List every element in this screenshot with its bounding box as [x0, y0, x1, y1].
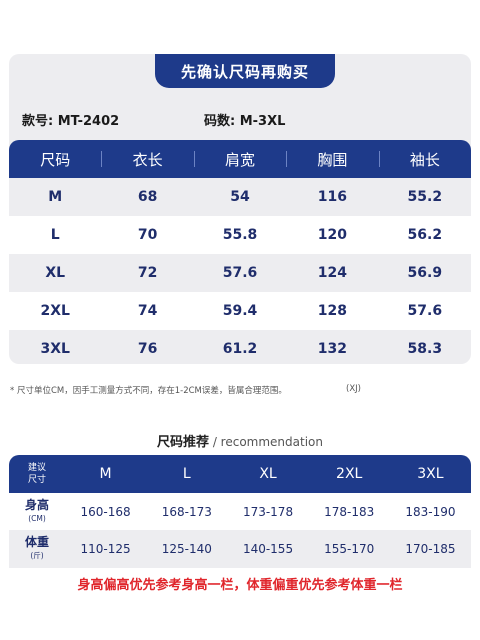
- header-size: 尺码: [40, 150, 71, 169]
- header-chest: 胸围: [286, 149, 378, 170]
- weight-value: 110-125: [80, 542, 131, 556]
- table-cell: 57.6: [222, 265, 258, 281]
- table-cell: 56.2: [407, 227, 443, 243]
- table-cell: 56.9: [407, 265, 443, 281]
- table-cell: 116: [317, 189, 348, 205]
- rec-size-m: M: [99, 466, 112, 482]
- table-row: M 68 54 116 55.2: [9, 178, 471, 216]
- measurement-note: * 尺寸单位CM，因手工测量方式不同，存在1-2CM误差，皆属合理范围。 (XJ…: [10, 384, 470, 396]
- table-cell: 70: [137, 227, 158, 243]
- rec-size-xl: XL: [259, 466, 277, 482]
- size-range: 码数: M-3XL: [204, 114, 286, 129]
- table-cell: 59.4: [222, 303, 258, 319]
- weight-row: 体重 (斤) 110-125 125-140 140-155 155-170 1…: [9, 530, 471, 568]
- table-cell: L: [50, 227, 60, 243]
- weight-label: 体重 (斤): [9, 536, 65, 562]
- table-cell: 55.8: [222, 227, 258, 243]
- recommendation-title-en: / recommendation: [209, 435, 323, 449]
- weight-value: 155-170: [324, 542, 375, 556]
- table-cell: 76: [137, 341, 158, 357]
- table-cell: 128: [317, 303, 348, 319]
- table-row: XL 72 57.6 124 56.9: [9, 254, 471, 292]
- weight-value: 170-185: [405, 542, 456, 556]
- height-label: 身高 (CM): [9, 499, 65, 525]
- table-cell: XL: [45, 265, 66, 281]
- confirm-size-banner: 先确认尺码再购买: [155, 54, 335, 88]
- rec-size-l: L: [182, 466, 191, 482]
- weight-label-text: 体重: [24, 535, 49, 549]
- table-row: L 70 55.8 120 56.2: [9, 216, 471, 254]
- table-cell: 74: [137, 303, 158, 319]
- header-sleeve: 袖长: [378, 149, 471, 170]
- recommendation-title: 尺码推荐 / recommendation: [0, 431, 480, 450]
- suggested-label-line1: 建议: [27, 463, 46, 473]
- note-tag: (XJ): [346, 384, 361, 394]
- header-length: 衣长: [101, 149, 193, 170]
- size-table-header: 尺码 衣长 肩宽 胸围 袖长: [9, 140, 471, 178]
- weight-value: 140-155: [242, 542, 294, 556]
- table-cell: 55.2: [407, 189, 443, 205]
- table-cell: 58.3: [407, 341, 443, 357]
- table-cell: 61.2: [222, 341, 258, 357]
- table-cell: 124: [317, 265, 348, 281]
- footer-advice: 身高偏高优先参考身高一栏，体重偏重优先参考体重一栏: [0, 574, 480, 593]
- note-text: * 尺寸单位CM，因手工测量方式不同，存在1-2CM误差，皆属合理范围。: [10, 386, 287, 396]
- table-cell: 120: [317, 227, 348, 243]
- table-cell: 132: [317, 341, 348, 357]
- suggested-label-line2: 尺寸: [27, 475, 46, 485]
- height-value: 160-168: [80, 505, 131, 519]
- height-value: 168-173: [161, 505, 212, 519]
- banner-title: 先确认尺码再购买: [180, 62, 309, 81]
- height-value: 183-190: [405, 505, 456, 519]
- weight-unit: (斤): [30, 551, 44, 560]
- table-cell: 2XL: [40, 303, 70, 319]
- table-cell: 68: [137, 189, 158, 205]
- table-row: 3XL 76 61.2 132 58.3: [9, 330, 471, 368]
- height-value: 178-183: [324, 505, 375, 519]
- recommendation-title-zh: 尺码推荐: [156, 435, 209, 450]
- table-cell: 3XL: [40, 341, 70, 357]
- style-number: 款号: MT-2402: [22, 114, 120, 129]
- table-cell: 57.6: [407, 303, 443, 319]
- table-row: 2XL 74 59.4 128 57.6: [9, 292, 471, 330]
- suggested-size-label: 建议 尺寸: [9, 462, 65, 486]
- height-unit: (CM): [28, 514, 46, 523]
- product-meta: 款号: MT-2402 码数: M-3XL: [22, 110, 462, 130]
- rec-size-3xl: 3XL: [417, 466, 444, 482]
- height-value: 173-178: [242, 505, 294, 519]
- height-row: 身高 (CM) 160-168 168-173 173-178 178-183 …: [9, 493, 471, 531]
- recommendation-header: 建议 尺寸 M L XL 2XL 3XL: [9, 455, 471, 493]
- weight-value: 125-140: [161, 542, 212, 556]
- table-cell: 72: [137, 265, 158, 281]
- height-label-text: 身高: [24, 498, 49, 512]
- table-cell: 54: [230, 189, 250, 205]
- table-cell: M: [48, 189, 63, 205]
- footer-advice-text: 身高偏高优先参考身高一栏，体重偏重优先参考体重一栏: [77, 578, 403, 593]
- size-table: 尺码 衣长 肩宽 胸围 袖长 M 68 54 116 55.2 L 70 55.…: [9, 140, 471, 368]
- header-shoulder: 肩宽: [193, 149, 286, 170]
- rec-size-2xl: 2XL: [336, 466, 363, 482]
